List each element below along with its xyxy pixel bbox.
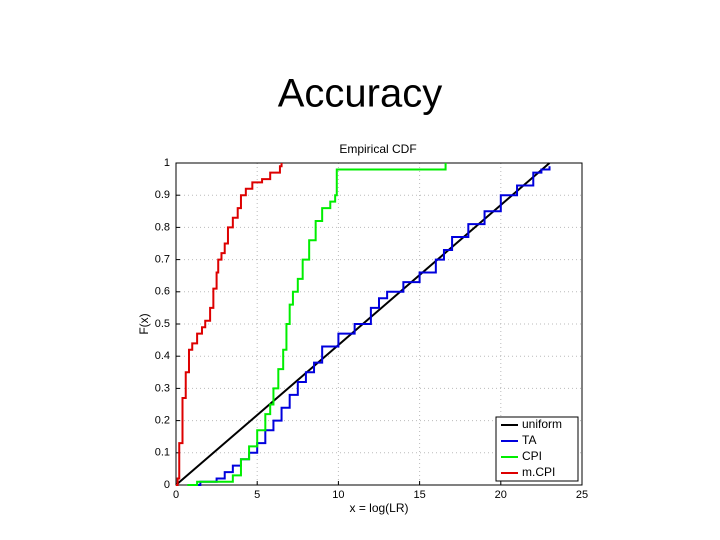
y-tick-label: 1 (164, 157, 170, 169)
y-tick-label: 0.6 (155, 286, 170, 298)
y-tick-label: 0.9 (155, 189, 170, 201)
y-tick-label: 0.1 (155, 447, 170, 459)
y-tick-label: 0.7 (155, 254, 170, 266)
cdf-line (176, 163, 283, 486)
x-tick-label: 25 (576, 489, 588, 501)
slide-title: Accuracy (278, 72, 443, 116)
x-tick-label: 20 (495, 489, 507, 501)
y-tick-label: 0 (164, 479, 170, 491)
legend-label: m.CPI (522, 465, 555, 479)
x-tick-label: 15 (413, 489, 425, 501)
legend-label: CPI (522, 449, 542, 463)
plot-frame (175, 162, 583, 486)
y-tick-label: 0.2 (155, 415, 170, 427)
y-axis-label: F(x) (137, 313, 151, 334)
legend-box (495, 416, 579, 482)
y-tick-label: 0.3 (155, 382, 170, 394)
legend-label: TA (522, 433, 536, 447)
legend-label: uniform (522, 417, 562, 431)
x-tick-label: 10 (332, 489, 344, 501)
y-tick-label: 0.8 (155, 221, 170, 233)
x-tick-label: 5 (254, 489, 260, 501)
x-axis-label: x = log(LR) (349, 501, 408, 515)
y-tick-label: 0.5 (155, 318, 170, 330)
cdf-line (187, 163, 447, 486)
y-tick-label: 0.4 (155, 350, 170, 362)
x-tick-label: 0 (173, 489, 179, 501)
chart-title: Empirical CDF (339, 142, 416, 156)
